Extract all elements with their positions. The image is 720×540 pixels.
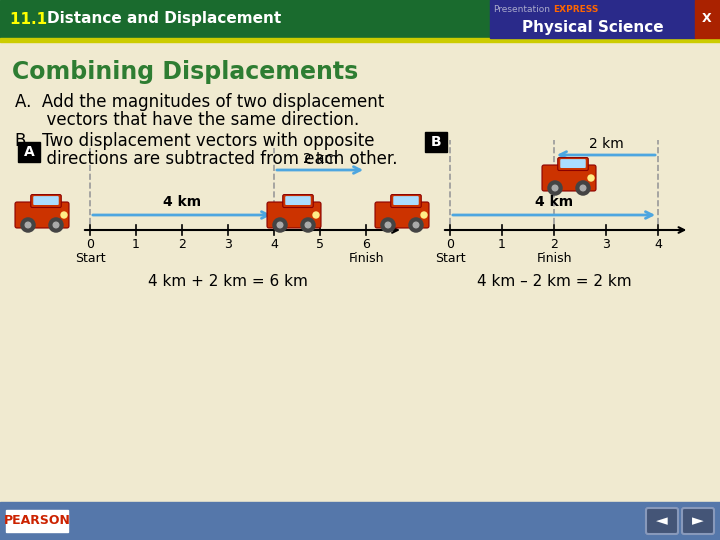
Text: 4: 4: [654, 238, 662, 251]
Text: Distance and Displacement: Distance and Displacement: [47, 11, 282, 26]
Text: 6: 6: [362, 238, 370, 251]
Circle shape: [552, 185, 558, 191]
Text: 1: 1: [498, 238, 506, 251]
Circle shape: [580, 185, 586, 191]
Circle shape: [25, 222, 31, 228]
FancyBboxPatch shape: [31, 194, 61, 207]
Circle shape: [301, 218, 315, 232]
Text: Finish: Finish: [348, 252, 384, 265]
Text: 0: 0: [86, 238, 94, 251]
FancyBboxPatch shape: [267, 202, 321, 228]
Text: X: X: [702, 12, 712, 25]
FancyBboxPatch shape: [285, 196, 311, 205]
Text: ◄: ◄: [656, 514, 668, 529]
Text: 5: 5: [316, 238, 324, 251]
Circle shape: [385, 222, 391, 228]
Text: EXPRESS: EXPRESS: [553, 5, 598, 14]
Bar: [0, 40, 720, 42]
Text: Finish: Finish: [536, 252, 572, 265]
FancyBboxPatch shape: [558, 158, 588, 171]
Text: 1: 1: [132, 238, 140, 251]
Bar: [6, 510, 68, 532]
Circle shape: [273, 218, 287, 232]
Circle shape: [277, 222, 283, 228]
FancyBboxPatch shape: [391, 194, 421, 207]
Circle shape: [588, 175, 594, 181]
Text: B: B: [431, 135, 441, 149]
Bar: [0, 502, 720, 540]
Bar: [0, 38, 720, 40]
Circle shape: [53, 222, 59, 228]
Circle shape: [49, 218, 63, 232]
Text: Start: Start: [75, 252, 105, 265]
Text: 3: 3: [602, 238, 610, 251]
Circle shape: [421, 212, 427, 218]
FancyBboxPatch shape: [283, 194, 313, 207]
Text: 4 km: 4 km: [535, 195, 573, 209]
Text: 2 km: 2 km: [302, 152, 338, 166]
Text: Combining Displacements: Combining Displacements: [12, 60, 359, 84]
Text: ►: ►: [692, 514, 704, 529]
Circle shape: [305, 222, 311, 228]
Text: PEARSON: PEARSON: [4, 515, 71, 528]
Text: B.  Two displacement vectors with opposite: B. Two displacement vectors with opposit…: [15, 132, 374, 150]
FancyBboxPatch shape: [682, 508, 714, 534]
Circle shape: [548, 181, 562, 195]
Text: 0: 0: [446, 238, 454, 251]
Text: 4: 4: [270, 238, 278, 251]
Bar: [0, 0, 720, 38]
Text: 4 km: 4 km: [163, 195, 201, 209]
FancyBboxPatch shape: [375, 202, 429, 228]
Circle shape: [409, 218, 423, 232]
Circle shape: [576, 181, 590, 195]
Circle shape: [21, 218, 35, 232]
Text: 2 km: 2 km: [589, 137, 624, 151]
Text: A.  Add the magnitudes of two displacement: A. Add the magnitudes of two displacemen…: [15, 93, 384, 111]
Text: 4 km – 2 km = 2 km: 4 km – 2 km = 2 km: [477, 274, 631, 289]
Circle shape: [61, 212, 67, 218]
Bar: [18, 142, 40, 162]
Text: 4 km + 2 km = 6 km: 4 km + 2 km = 6 km: [148, 274, 308, 289]
Bar: [695, 0, 720, 38]
FancyBboxPatch shape: [15, 202, 69, 228]
Text: 2: 2: [550, 238, 558, 251]
Text: 3: 3: [224, 238, 232, 251]
Text: directions are subtracted from each other.: directions are subtracted from each othe…: [15, 150, 397, 168]
Text: 11.1: 11.1: [10, 11, 53, 26]
Circle shape: [313, 212, 319, 218]
Text: A: A: [24, 145, 35, 159]
FancyBboxPatch shape: [33, 196, 59, 205]
FancyBboxPatch shape: [393, 196, 419, 205]
Text: Presentation: Presentation: [493, 5, 550, 14]
Bar: [490, 0, 695, 38]
Circle shape: [381, 218, 395, 232]
FancyBboxPatch shape: [542, 165, 596, 191]
FancyBboxPatch shape: [646, 508, 678, 534]
Bar: [425, 132, 447, 152]
FancyBboxPatch shape: [560, 159, 586, 168]
Text: Physical Science: Physical Science: [522, 20, 664, 35]
Text: Start: Start: [435, 252, 465, 265]
Circle shape: [413, 222, 419, 228]
Text: 2: 2: [178, 238, 186, 251]
Text: vectors that have the same direction.: vectors that have the same direction.: [15, 111, 359, 129]
